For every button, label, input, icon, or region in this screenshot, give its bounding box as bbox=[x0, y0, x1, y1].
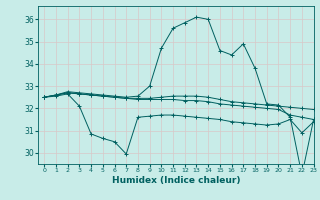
X-axis label: Humidex (Indice chaleur): Humidex (Indice chaleur) bbox=[112, 176, 240, 185]
